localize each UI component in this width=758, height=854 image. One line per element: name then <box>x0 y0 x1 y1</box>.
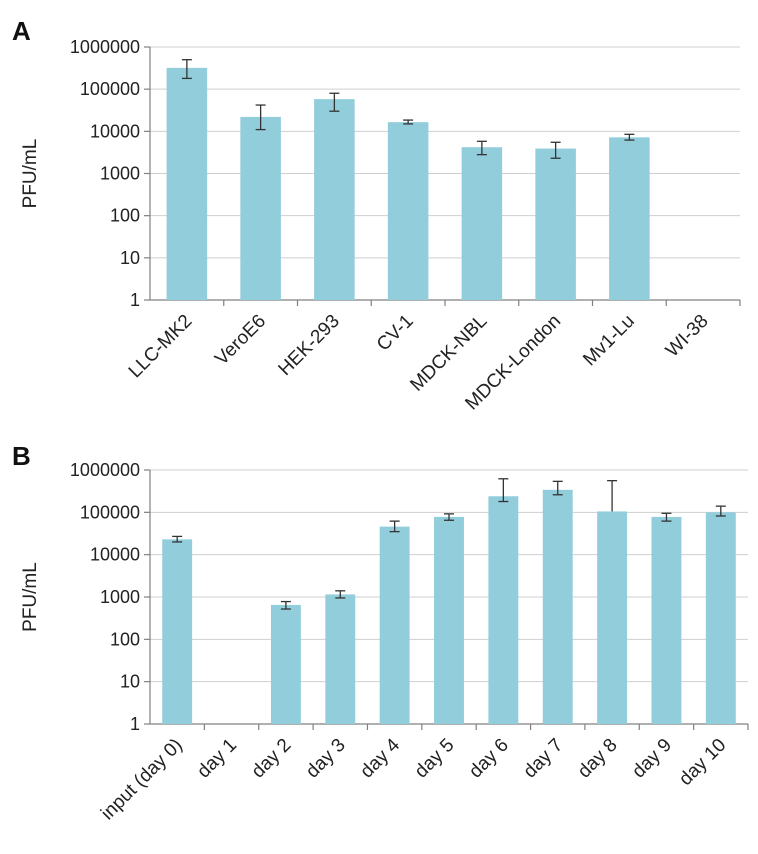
x-tick-label: LLC-MK2 <box>125 311 197 383</box>
bar <box>597 511 628 724</box>
x-tick-label: day 7 <box>520 735 568 783</box>
y-tick-label: 1000 <box>100 164 140 184</box>
y-axis-label: PFU/mL <box>20 139 41 209</box>
y-tick-label: 100 <box>110 629 140 649</box>
x-tick-label: VeroE6 <box>211 311 270 370</box>
x-tick-label: day 1 <box>193 735 241 783</box>
y-tick-label: 100 <box>110 206 140 226</box>
x-tick-label: day 4 <box>356 734 404 782</box>
bar <box>270 604 301 724</box>
y-tick-label: 100000 <box>80 79 140 99</box>
x-tick-label: day 9 <box>628 735 676 783</box>
y-tick-label: 10000 <box>90 545 140 565</box>
y-tick-label: 1000000 <box>70 37 140 57</box>
y-tick-label: 10 <box>120 672 140 692</box>
bar <box>705 512 736 724</box>
x-tick-label: day 10 <box>675 735 730 790</box>
x-tick-label: Mv1-Lu <box>579 311 639 371</box>
x-tick-label: WI-38 <box>662 311 713 362</box>
y-tick-label: 1000000 <box>70 460 140 480</box>
y-tick-label: 100000 <box>80 502 140 522</box>
bar <box>542 489 573 724</box>
x-tick-label: day 8 <box>574 735 622 783</box>
y-tick-label: 1 <box>130 290 140 310</box>
bar <box>651 516 682 724</box>
y-tick-label: 10 <box>120 248 140 268</box>
x-tick-label: day 2 <box>248 735 296 783</box>
bar <box>379 526 410 724</box>
bar <box>609 137 650 300</box>
panel-letter: B <box>12 441 31 471</box>
y-tick-label: 10000 <box>90 121 140 141</box>
bar <box>166 67 208 300</box>
x-tick-label: day 5 <box>411 735 459 783</box>
bar <box>240 116 281 301</box>
bar <box>434 516 464 724</box>
panel-letter: A <box>12 16 31 46</box>
y-axis-label: PFU/mL <box>20 562 41 632</box>
bar <box>314 99 355 300</box>
bar <box>535 148 576 300</box>
x-tick-label: HEK-293 <box>275 311 344 380</box>
x-tick-label: CV-1 <box>373 311 418 356</box>
panel-a-chart: A 1 10 100 1000 10000 100000 1000000 PFU/mL LLC-M… <box>12 16 741 414</box>
bar <box>325 594 356 724</box>
bar <box>461 147 503 300</box>
y-tick-label: 1 <box>130 714 140 734</box>
x-tick-label: day 6 <box>465 735 513 783</box>
bar <box>488 496 519 724</box>
panel-b-chart: B 1 10 100 1000 10000 100000 1000000 PFU/mL input… <box>12 441 749 825</box>
y-tick-label: 1000 <box>100 587 140 607</box>
x-tick-label: input (day 0) <box>97 735 187 825</box>
x-tick-label: day 3 <box>302 735 350 783</box>
bar <box>387 122 429 301</box>
bar <box>162 539 193 724</box>
